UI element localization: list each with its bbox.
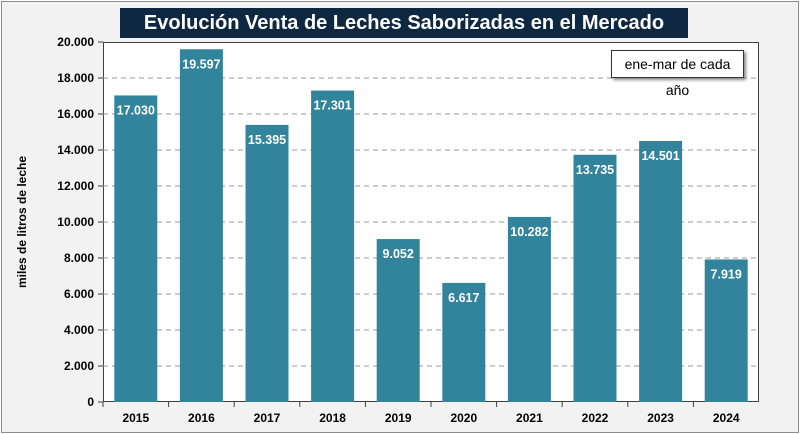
y-tick-label: 16.000 bbox=[57, 107, 94, 121]
data-label-2023: 14.501 bbox=[641, 149, 679, 163]
y-axis-label: miles de litros de leche bbox=[15, 155, 29, 289]
bar-2021 bbox=[507, 216, 551, 402]
y-tick-label: 20.000 bbox=[57, 35, 94, 49]
x-tick-label: 2016 bbox=[188, 411, 215, 425]
bar-2022 bbox=[573, 154, 617, 402]
y-tick-label: 14.000 bbox=[57, 143, 94, 157]
data-label-2017: 15.395 bbox=[248, 133, 286, 147]
x-tick-label: 2023 bbox=[647, 411, 674, 425]
data-label-2015: 17.030 bbox=[117, 103, 155, 117]
x-tick-label: 2018 bbox=[319, 411, 346, 425]
data-label-2019: 9.052 bbox=[383, 247, 414, 261]
x-tick-label: 2020 bbox=[450, 411, 477, 425]
period-note: ene-mar de cada año bbox=[611, 50, 744, 98]
data-label-2018: 17.301 bbox=[313, 99, 351, 113]
bar-2023 bbox=[639, 140, 683, 402]
y-tick-label: 6.000 bbox=[64, 287, 94, 301]
data-label-2016: 19.597 bbox=[182, 57, 220, 71]
bar-2017 bbox=[245, 124, 289, 402]
y-tick-label: 2.000 bbox=[64, 359, 94, 373]
x-tick-label: 2017 bbox=[254, 411, 281, 425]
y-tick-label: 18.000 bbox=[57, 71, 94, 85]
data-label-2021: 10.282 bbox=[510, 225, 548, 239]
y-tick-label: 4.000 bbox=[64, 323, 94, 337]
bar-2015 bbox=[114, 95, 158, 403]
bar-2024 bbox=[704, 259, 748, 402]
data-label-2024: 7.919 bbox=[711, 267, 742, 281]
bar-2020 bbox=[442, 282, 486, 402]
y-tick-label: 0 bbox=[87, 395, 94, 409]
data-label-2022: 13.735 bbox=[576, 163, 614, 177]
bar-2018 bbox=[311, 90, 355, 402]
bar-2019 bbox=[376, 239, 420, 402]
y-tick-label: 10.000 bbox=[57, 215, 94, 229]
y-tick-label: 8.000 bbox=[64, 251, 94, 265]
bar-2016 bbox=[179, 49, 223, 403]
x-tick-label: 2019 bbox=[385, 411, 412, 425]
x-tick-label: 2024 bbox=[713, 411, 740, 425]
x-tick-label: 2015 bbox=[122, 411, 149, 425]
x-tick-label: 2022 bbox=[582, 411, 609, 425]
x-tick-label: 2021 bbox=[516, 411, 543, 425]
y-tick-label: 12.000 bbox=[57, 179, 94, 193]
data-label-2020: 6.617 bbox=[448, 291, 479, 305]
